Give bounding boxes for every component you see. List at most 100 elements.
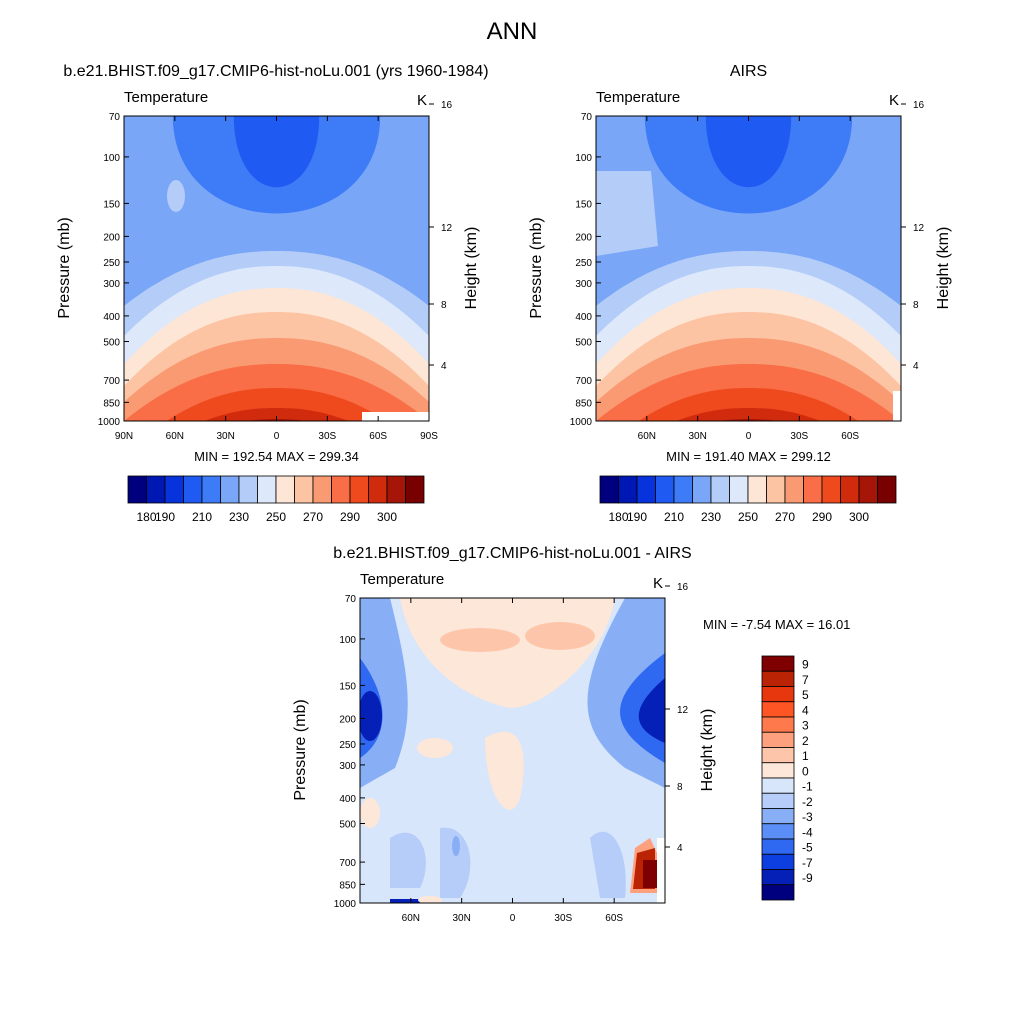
panel2-minmax: MIN = 191.40 MAX = 299.12 — [666, 449, 831, 464]
x-tick-label: 60N — [402, 913, 420, 924]
colorbar3-box — [761, 792, 795, 809]
panel3-minmax: MIN = -7.54 MAX = 16.01 — [703, 617, 851, 632]
y-tick-label: 700 — [339, 858, 356, 869]
y-tick-label: 70 — [345, 594, 357, 605]
x-tick-label: 30S — [790, 431, 808, 442]
colorbar3-label: -4 — [802, 825, 813, 839]
colorbar3-label: 0 — [802, 764, 809, 778]
colorbar3-label: -3 — [802, 810, 813, 824]
y-tick-label: 850 — [339, 880, 356, 891]
contour-low-cold-3 — [590, 831, 626, 898]
y-tick-label: 300 — [339, 761, 356, 772]
contour-cold-pool-inner — [705, 116, 792, 188]
colorbar3-label: 7 — [802, 673, 809, 687]
colorbar3-label: 3 — [802, 719, 809, 733]
y-tick-label: 200 — [103, 232, 120, 243]
x-tick-label: 30S — [318, 431, 336, 442]
y-right-tick-label: 12 — [441, 223, 453, 234]
colorbar2-label: 190 — [627, 510, 647, 524]
colorbar1-label: 190 — [155, 510, 175, 524]
contour-level-6 — [166, 388, 387, 421]
y-tick-label: 200 — [339, 714, 356, 725]
panel3-units: K — [653, 575, 664, 592]
x-tick-label: 30N — [688, 431, 706, 442]
y-tick-label: 400 — [339, 794, 356, 805]
colorbar3-box — [761, 869, 795, 886]
x-tick-label: 60S — [841, 431, 859, 442]
contour-antarctic-warm-core — [643, 860, 657, 888]
missing-data-mask — [893, 391, 901, 421]
x-tick-label: 0 — [274, 431, 280, 442]
colorbar2-label: 210 — [664, 510, 684, 524]
x-tick-label: 60N — [638, 431, 656, 442]
y-tick-label: 500 — [575, 338, 592, 349]
colorbar3-box — [761, 777, 795, 794]
y-tick-label: 100 — [103, 153, 120, 164]
contour-level-7 — [204, 408, 349, 421]
colorbar3-box — [761, 731, 795, 748]
colorbar3-box — [761, 716, 795, 733]
y-tick-label: 850 — [103, 398, 120, 409]
colorbar1-box — [405, 475, 425, 504]
colorbar1-label: 210 — [192, 510, 212, 524]
y-tick-label: 1000 — [570, 417, 593, 428]
y-right-tick-label: 8 — [913, 300, 919, 311]
contour-fill-group — [360, 598, 665, 903]
x-tick-label: 60S — [369, 431, 387, 442]
y-tick-label: 250 — [103, 258, 120, 269]
contour-low-cold-core — [452, 836, 460, 856]
y-tick-label: 500 — [103, 338, 120, 349]
y-tick-label: 400 — [575, 312, 592, 323]
panel1-title: b.e21.BHIST.f09_g17.CMIP6-hist-noLu.001 … — [63, 63, 489, 80]
y-tick-label: 850 — [575, 398, 592, 409]
x-tick-label: 0 — [510, 913, 516, 924]
colorbar3-box — [761, 670, 795, 687]
y-tick-label: 150 — [575, 199, 592, 210]
colorbar2-label: 250 — [738, 510, 758, 524]
missing-data-mask — [657, 838, 665, 903]
colorbar3-box — [761, 655, 795, 672]
y-right-tick-label: 4 — [913, 361, 919, 372]
contour-polar-region — [596, 171, 658, 256]
y-tick-label: 400 — [103, 312, 120, 323]
y-tick-label: 250 — [339, 740, 356, 751]
colorbar2-box — [877, 475, 897, 504]
y-tick-label: 500 — [339, 820, 356, 831]
y-right-tick-label: 12 — [913, 223, 925, 234]
panel3-left-string: Temperature — [360, 571, 445, 588]
y-right-tick-label: 8 — [441, 300, 447, 311]
y-tick-label: 100 — [575, 153, 592, 164]
colorbar2-label: 300 — [849, 510, 869, 524]
x-tick-label: 30N — [216, 431, 234, 442]
x-tick-label: 60S — [605, 913, 623, 924]
y-tick-label: 150 — [339, 681, 356, 692]
colorbar3-label: -7 — [802, 856, 813, 870]
y-tick-label: 100 — [339, 635, 356, 646]
contour-cold-pool-inner — [233, 116, 320, 188]
colorbar3-box — [761, 838, 795, 855]
colorbar1-label: 290 — [340, 510, 360, 524]
panel2-title: AIRS — [729, 63, 768, 80]
y-right-tick-label: 4 — [441, 361, 447, 372]
colorbar3-label: -9 — [802, 871, 813, 885]
colorbar2-label: 290 — [812, 510, 832, 524]
colorbar3-box — [761, 884, 795, 901]
colorbar3-box — [761, 823, 795, 840]
y-tick-label: 700 — [575, 376, 592, 387]
colorbar3-label: -2 — [802, 795, 813, 809]
x-tick-label: 90N — [115, 431, 133, 442]
y-right-tick-label: 8 — [677, 782, 683, 793]
colorbar3-label: 1 — [802, 749, 809, 763]
contour-fill-group — [124, 116, 429, 421]
colorbar2-label: 180 — [608, 510, 628, 524]
y-tick-label: 1000 — [334, 899, 357, 910]
x-tick-label: 90S — [420, 431, 438, 442]
contour-warm-upper-inner-2 — [525, 622, 595, 650]
x-tick-label: 60N — [166, 431, 184, 442]
